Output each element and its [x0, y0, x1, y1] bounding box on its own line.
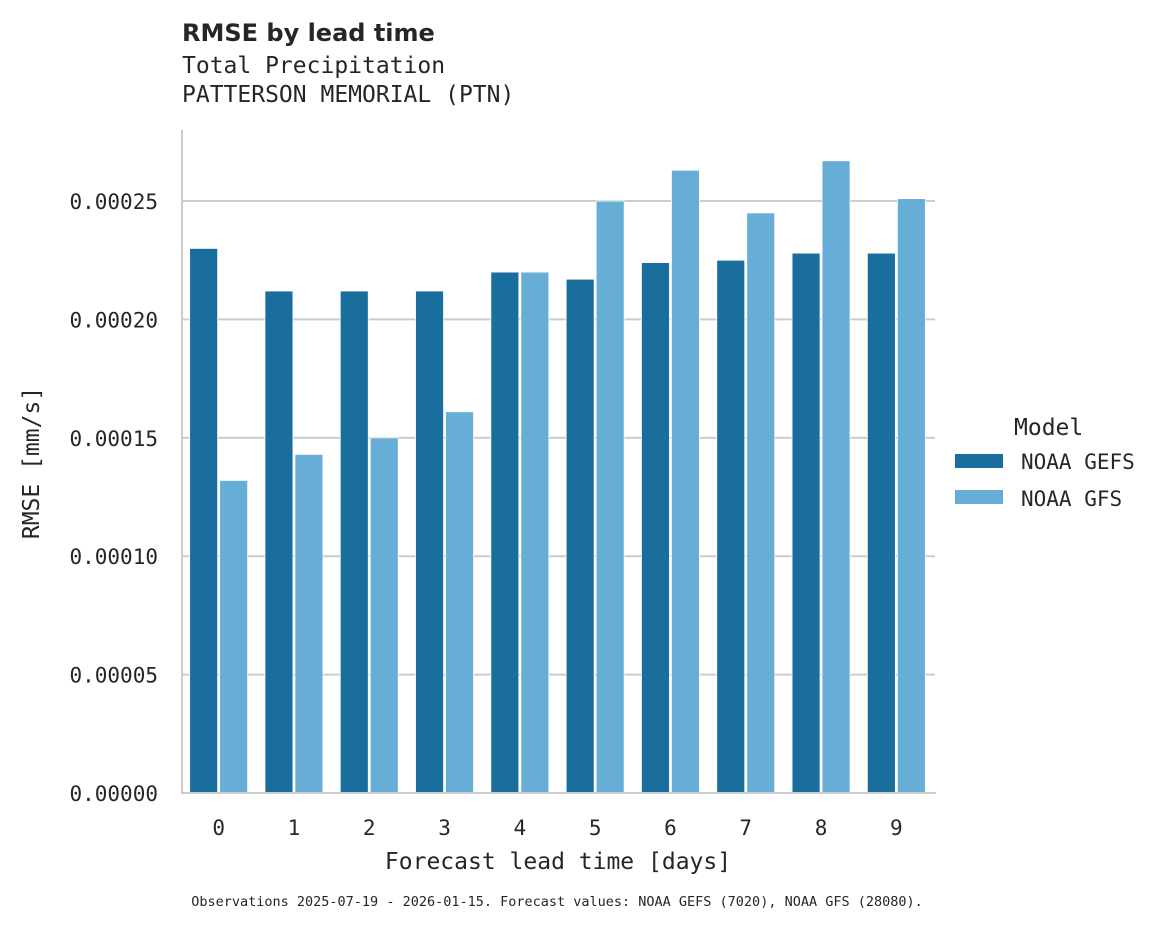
x-tick-label: 6 [664, 816, 677, 840]
legend-title: Model [1014, 415, 1083, 441]
bar-noaa-gefs-day-5 [565, 278, 595, 794]
chart-title: RMSE by lead time [182, 19, 435, 47]
bars [189, 160, 926, 794]
bar-noaa-gfs-day-7 [746, 212, 776, 794]
axes [181, 130, 936, 794]
legend-swatch-noaa-gefs [955, 454, 1003, 468]
y-axis-label: RMSE [mm/s] [19, 387, 45, 539]
x-axis-label: Forecast lead time [days] [385, 849, 731, 875]
bar-noaa-gfs-day-0 [219, 480, 249, 794]
x-tick-label: 7 [739, 816, 752, 840]
y-tick-label: 0.00020 [69, 308, 158, 332]
x-tick-label: 2 [363, 816, 376, 840]
x-tick-label: 8 [815, 816, 828, 840]
bar-noaa-gefs-day-4 [490, 271, 520, 794]
bar-noaa-gefs-day-0 [189, 247, 219, 794]
bar-noaa-gfs-day-1 [294, 453, 324, 794]
bar-noaa-gfs-day-8 [821, 160, 851, 794]
x-tick-labels: 0 1 2 3 4 5 6 7 8 9 [212, 816, 902, 840]
y-tick-label: 0.00015 [69, 427, 158, 451]
bar-noaa-gefs-day-3 [415, 290, 444, 794]
bar-noaa-gfs-day-9 [896, 198, 926, 794]
y-tick-label: 0.00000 [69, 782, 158, 806]
legend: Model NOAA GEFS NOAA GFS [955, 415, 1135, 511]
bar-noaa-gfs-day-3 [445, 411, 474, 794]
bar-noaa-gefs-day-8 [791, 252, 821, 794]
bar-noaa-gfs-day-6 [671, 169, 700, 794]
legend-label-noaa-gfs: NOAA GFS [1021, 487, 1122, 511]
x-tick-label: 4 [514, 816, 527, 840]
bar-noaa-gefs-day-1 [264, 290, 294, 794]
y-tick-label: 0.00010 [69, 545, 158, 569]
bar-noaa-gefs-day-6 [641, 262, 670, 794]
x-tick-label: 9 [890, 816, 903, 840]
y-tick-labels: 0.00000 0.00005 0.00010 0.00015 0.00020 0.000… [69, 190, 158, 806]
y-tick-label: 0.00025 [69, 190, 158, 214]
x-tick-label: 1 [288, 816, 301, 840]
chart-subtitle-variable: Total Precipitation [182, 53, 445, 79]
chart-subtitle-station: PATTERSON MEMORIAL (PTN) [182, 82, 514, 108]
bar-noaa-gefs-day-2 [339, 290, 369, 794]
bar-noaa-gefs-day-9 [866, 252, 896, 794]
y-tick-label: 0.00005 [69, 664, 158, 688]
bar-noaa-gfs-day-5 [595, 200, 625, 794]
x-tick-label: 3 [438, 816, 451, 840]
bar-noaa-gefs-day-7 [716, 259, 746, 794]
bar-noaa-gfs-day-4 [520, 271, 550, 794]
legend-label-noaa-gefs: NOAA GEFS [1021, 450, 1135, 474]
bar-noaa-gfs-day-2 [369, 437, 399, 794]
x-tick-label: 5 [589, 816, 602, 840]
footnote: Observations 2025-07-19 - 2026-01-15. Fo… [191, 894, 923, 910]
legend-swatch-noaa-gfs [955, 490, 1003, 504]
x-tick-label: 0 [212, 816, 225, 840]
